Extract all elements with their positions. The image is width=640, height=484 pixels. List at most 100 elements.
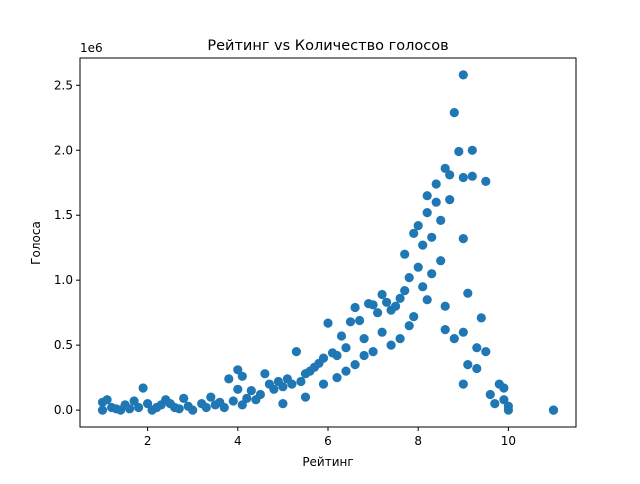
scatter-point [350,302,360,313]
plot-area-frame [79,57,577,428]
scatter-point [246,386,256,396]
y-tick-label: 1.5 [54,208,73,222]
scatter-point [422,191,432,201]
y-axis-label: Голоса [29,221,43,265]
scatter-point [134,402,144,413]
scatter-point [463,360,473,370]
scatter-point [404,321,414,331]
scatter-point [138,383,148,393]
scatter-point [499,395,509,405]
scatter-point [206,392,216,402]
scatter-point [242,393,252,403]
scatter-point [125,404,135,414]
x-tick-label: 4 [234,434,242,448]
scatter-point [548,405,559,415]
scatter-point [454,146,464,157]
scatter-point [431,179,441,189]
scatter-point [400,286,410,296]
scatter-point [291,347,301,357]
scatter-point [129,396,139,406]
scatter-point [318,353,329,363]
scatter-point [323,318,333,328]
scatter-point [359,334,369,344]
scatter-point [355,315,365,326]
scatter-point [269,384,279,394]
scatter-point [332,373,342,383]
scatter-point [409,312,419,322]
scatter-point [458,327,468,337]
x-axis-label: Рейтинг [302,455,353,469]
scatter-point [377,289,387,300]
scatter-point [237,371,247,381]
scatter-point [278,399,288,409]
scatter-point [440,301,450,311]
x-tick-label: 10 [501,434,516,448]
scatter-point [143,399,153,409]
scatter-point [102,395,112,405]
scatter-point [373,308,383,318]
y-tick-label: 1.0 [54,273,73,287]
scatter-point [422,208,432,218]
scatter-point [228,396,238,406]
scatter-point [382,297,392,307]
scatter-point [422,295,432,305]
scatter-point [485,389,495,400]
scatter-point [345,317,356,327]
scatter-point [427,232,437,242]
scatter-point [395,293,405,303]
scatter-point [449,108,459,118]
x-tick-label: 8 [414,434,422,448]
scatter-point [449,334,459,344]
scatter-point [458,379,468,389]
scatter-point [413,262,423,272]
x-tick-label: 2 [144,434,152,448]
scatter-point [287,379,297,389]
scatter-point [278,382,288,392]
scatter-point [219,402,229,413]
scatter-point [332,350,342,361]
scatter-point [404,273,414,283]
scatter-points [97,70,559,415]
scatter-point [467,145,477,155]
scatter-point [296,376,306,387]
axis-ticks: 2 4 6 8 10 0.0 0.5 1.0 1.5 2.0 2.5 [54,78,516,448]
scatter-point [391,301,401,311]
scatter-point [490,399,500,409]
scatter-point [418,240,428,250]
scatter-point [458,234,468,244]
scatter-point [503,401,513,411]
scatter-point [436,215,446,225]
scatter-point [431,197,441,207]
scatter-point [179,393,189,403]
scatter-point [336,331,347,341]
scatter-point [359,350,369,361]
y-axis-offset-label: 1e6 [80,41,103,55]
scatter-point [318,379,329,389]
scatter-point [445,195,455,205]
scatter-point [440,325,450,335]
scatter-point [499,383,509,393]
scatter-point [377,327,387,337]
scatter-point [472,363,482,374]
scatter-point [400,249,410,259]
scatter-point [440,163,450,173]
scatter-point [260,369,270,379]
scatter-point [418,282,428,292]
scatter-point [341,343,351,353]
scatter-point [476,313,486,323]
scatter-point [368,300,378,310]
scatter-point [481,347,491,357]
chart-title: Рейтинг vs Количество голосов [207,38,448,54]
scatter-point [201,402,211,413]
scatter-point [409,228,419,238]
scatter-point [300,392,311,402]
scatter-point [237,400,247,410]
scatter-point [188,405,198,415]
scatter-point [386,340,396,350]
scatter-point [458,70,468,80]
scatter-point [233,384,243,394]
scatter-point [427,269,437,279]
y-tick-label: 0.5 [54,338,73,352]
scatter-point [413,221,423,231]
scatter-point [436,256,446,266]
